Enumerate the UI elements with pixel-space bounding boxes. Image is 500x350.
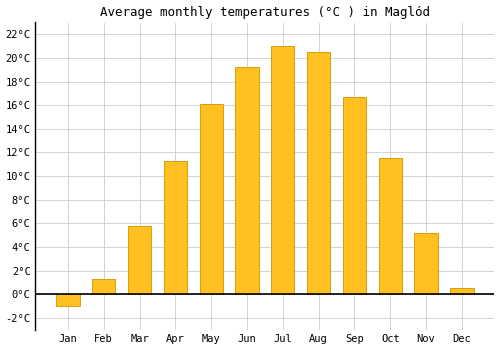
Bar [236, 68, 258, 294]
Bar [378, 158, 402, 294]
Bar [414, 233, 438, 294]
Bar [271, 46, 294, 294]
Bar [307, 52, 330, 294]
Bar [164, 161, 187, 294]
Bar [200, 104, 223, 294]
Title: Average monthly temperatures (°C ) in Maglód: Average monthly temperatures (°C ) in Ma… [100, 6, 430, 19]
Bar [56, 294, 80, 306]
Bar [128, 226, 151, 294]
Bar [450, 288, 473, 294]
Bar [92, 279, 116, 294]
Bar [343, 97, 366, 294]
